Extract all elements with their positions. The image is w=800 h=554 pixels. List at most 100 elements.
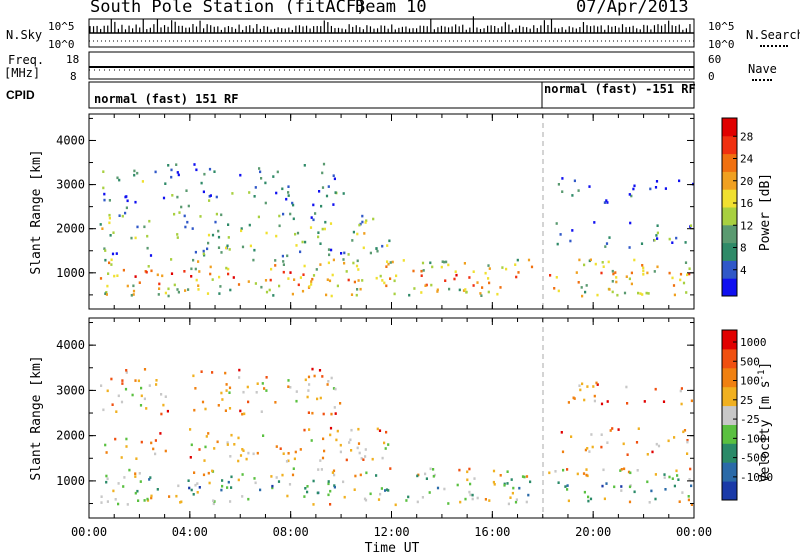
range-cell — [304, 240, 307, 244]
range-cell — [149, 254, 153, 257]
cpid-segment-2: normal (fast) -151 RF — [544, 82, 696, 96]
range-cell — [274, 401, 277, 404]
range-cell — [518, 486, 521, 490]
nave-tick-bottom: 0 — [708, 70, 715, 83]
range-cell — [275, 445, 278, 448]
range-cell — [125, 445, 128, 448]
range-cell — [593, 399, 596, 403]
range-cell — [626, 402, 629, 405]
range-cell — [678, 179, 681, 183]
range-cell — [302, 273, 305, 276]
range-cell — [103, 192, 106, 196]
x-tick-label: 08:00 — [273, 525, 309, 539]
range-cell — [313, 374, 316, 378]
range-cell — [227, 236, 230, 239]
range-cell — [193, 471, 196, 474]
range-cell — [569, 239, 572, 243]
range-cell — [604, 245, 607, 248]
range-cell — [265, 231, 268, 235]
range-cell — [239, 454, 243, 457]
range-cell — [430, 283, 433, 287]
range-cell — [143, 397, 146, 401]
range-cell — [355, 293, 358, 297]
range-cell — [164, 449, 167, 453]
range-cell — [194, 483, 197, 487]
range-cell — [361, 220, 364, 224]
range-cell — [162, 196, 166, 200]
range-cell — [292, 217, 295, 221]
range-cell — [260, 410, 263, 413]
range-cell — [688, 478, 691, 481]
range-cell — [164, 291, 167, 295]
range-cell — [364, 221, 367, 224]
range-cell — [191, 227, 194, 230]
range-cell — [140, 394, 143, 398]
range-cell — [306, 395, 309, 399]
colorbar-tick-label: 1000 — [740, 336, 767, 349]
range-cell — [471, 497, 474, 501]
velocity-scatter-cells — [100, 367, 693, 507]
power-scatter-cells — [99, 162, 695, 298]
range-cell — [405, 499, 408, 502]
range-cell — [464, 497, 467, 501]
nsearch-label: N.Search — [746, 28, 800, 42]
range-cell — [590, 433, 593, 436]
range-cell — [656, 265, 659, 269]
range-cell — [358, 451, 361, 455]
range-cell — [686, 452, 689, 455]
range-cell — [196, 482, 199, 485]
range-cell — [146, 246, 149, 250]
power-colorbar: 4 8 12 16 20 24 28 — [721, 117, 754, 297]
range-cell — [112, 489, 115, 493]
range-cell — [106, 284, 109, 288]
range-cell — [260, 285, 263, 289]
colorbar-swatch — [722, 242, 737, 261]
range-cell — [237, 436, 240, 440]
range-cell — [177, 290, 180, 294]
range-cell — [105, 474, 108, 478]
range-cell — [176, 236, 179, 239]
range-cell — [488, 281, 491, 285]
range-cell — [643, 400, 646, 403]
range-cell — [260, 177, 263, 180]
range-cell — [571, 229, 574, 232]
range-cell — [422, 269, 425, 272]
range-cell — [99, 277, 103, 280]
range-cell — [603, 497, 606, 501]
range-cell — [321, 186, 325, 189]
range-cell — [318, 190, 321, 193]
range-cell — [656, 231, 659, 235]
range-cell — [333, 473, 336, 477]
range-cell — [184, 225, 187, 229]
range-cell — [571, 194, 574, 197]
range-cell — [657, 444, 661, 448]
range-cell — [321, 227, 324, 231]
range-cell — [466, 478, 469, 482]
range-cell — [118, 178, 121, 182]
range-cell — [496, 292, 499, 296]
range-cell — [111, 403, 114, 406]
range-cell — [237, 478, 240, 482]
range-cell — [676, 474, 679, 477]
range-cell — [184, 289, 187, 292]
nsky-tick-top: 10^5 — [48, 20, 75, 33]
range-cell — [573, 179, 576, 183]
range-cell — [299, 250, 302, 254]
range-cell — [257, 215, 260, 219]
range-cell — [499, 474, 502, 477]
range-cell — [395, 274, 398, 278]
range-cell — [592, 385, 595, 388]
range-cell — [261, 382, 264, 385]
range-cell — [136, 171, 139, 175]
colorbar-swatch — [722, 443, 737, 463]
power-ylabel: Slant Range [km] — [29, 149, 44, 274]
range-cell — [225, 383, 228, 386]
range-cell — [612, 272, 615, 276]
range-cell — [312, 203, 315, 207]
range-cell — [343, 495, 346, 499]
range-cell — [154, 452, 157, 456]
range-cell — [322, 437, 325, 441]
range-cell — [136, 225, 139, 229]
range-cell — [107, 272, 110, 275]
range-cell — [113, 274, 116, 278]
